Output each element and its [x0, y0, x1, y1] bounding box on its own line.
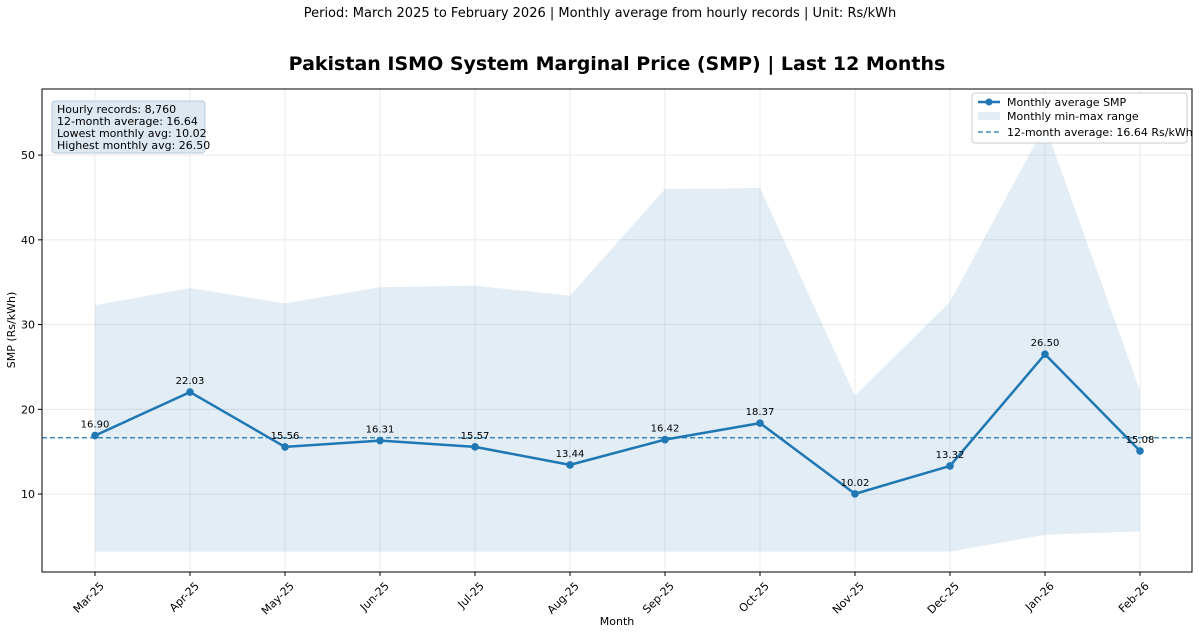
y-tick-label: 10 — [21, 488, 35, 501]
data-point — [376, 436, 384, 445]
x-axis: Mar-25 Apr-25 May-25 Jun-25 Jul-25 Aug-25 Sep-… — [71, 572, 1152, 617]
data-label: 26.50 — [1031, 338, 1060, 349]
legend-marker-swatch — [985, 98, 993, 106]
data-point — [1041, 350, 1049, 359]
x-tick-label: Nov-25 — [830, 580, 867, 617]
data-label: 16.90 — [81, 420, 110, 431]
y-tick-label: 40 — [21, 234, 35, 247]
data-point — [661, 435, 669, 444]
stats-line: Lowest monthly avg: 10.02 — [57, 127, 207, 140]
chart-supertitle: Period: March 2025 to February 2026 | Mo… — [304, 6, 897, 21]
data-label: 16.42 — [651, 424, 680, 435]
y-axis: 10 20 30 40 50 — [21, 149, 42, 501]
legend-label-series: Monthly average SMP — [1007, 96, 1127, 109]
stats-line: 12-month average: 16.64 — [57, 115, 198, 128]
x-tick-label: Aug-25 — [545, 580, 582, 617]
legend-label-average: 12-month average: 16.64 Rs/kWh — [1007, 126, 1193, 139]
data-label: 15.56 — [271, 431, 300, 442]
data-point — [471, 443, 479, 451]
plot-frame — [41, 88, 1193, 573]
data-label: 10.02 — [841, 478, 870, 489]
data-point — [851, 490, 859, 498]
data-label: 13.44 — [556, 449, 585, 460]
range-band — [95, 125, 1140, 552]
x-tick-label: Oct-25 — [736, 580, 771, 615]
data-label: 13.32 — [936, 450, 965, 461]
series-line — [91, 350, 1144, 498]
data-label: 15.08 — [1126, 435, 1155, 446]
chart-title: Pakistan ISMO System Marginal Price (SMP… — [289, 53, 946, 75]
x-tick-label: May-25 — [259, 580, 297, 618]
data-point — [946, 462, 954, 470]
x-tick-label: Apr-25 — [167, 580, 202, 615]
data-label: 22.03 — [176, 376, 205, 387]
stats-line: Highest monthly avg: 26.50 — [57, 139, 210, 152]
x-tick-label: Jun-25 — [357, 580, 392, 615]
x-tick-label: Sep-25 — [640, 580, 677, 617]
legend-box — [971, 92, 1188, 144]
data-label: 15.57 — [461, 431, 490, 442]
y-tick-label: 50 — [21, 149, 35, 162]
stats-box: Hourly records: 8,760 12-month average: … — [51, 100, 210, 154]
min-max-range — [95, 125, 1140, 552]
y-tick-label: 30 — [21, 319, 35, 332]
stats-line: Hourly records: 8,760 — [57, 103, 176, 116]
data-point — [186, 388, 194, 396]
legend-range-swatch — [978, 112, 1000, 120]
x-tick-label: Jan-26 — [1022, 580, 1057, 615]
data-point — [91, 431, 99, 440]
series-line-path — [94, 352, 1141, 496]
x-tick-label: Dec-25 — [925, 580, 962, 617]
data-point — [566, 461, 574, 469]
data-label: 16.31 — [366, 425, 395, 436]
data-label: 18.37 — [746, 407, 775, 418]
data-point — [756, 419, 764, 427]
x-tick-label: Jul-25 — [455, 580, 487, 612]
y-axis-label: SMP (Rs/kWh) — [5, 292, 18, 368]
x-axis-label: Month — [600, 615, 635, 628]
x-tick-label: Mar-25 — [71, 580, 107, 616]
data-point — [281, 443, 289, 451]
x-tick-label: Feb-26 — [1116, 580, 1152, 616]
data-labels: 16.90 22.03 15.56 16.31 15.57 13.44 16.42 18.37… — [81, 338, 1155, 489]
stats-box-background — [51, 100, 206, 154]
legend: Monthly average SMP Monthly min-max rang… — [971, 92, 1193, 144]
legend-label-range: Monthly min-max range — [1007, 110, 1139, 123]
data-point — [1136, 447, 1144, 455]
y-tick-label: 20 — [21, 403, 35, 416]
